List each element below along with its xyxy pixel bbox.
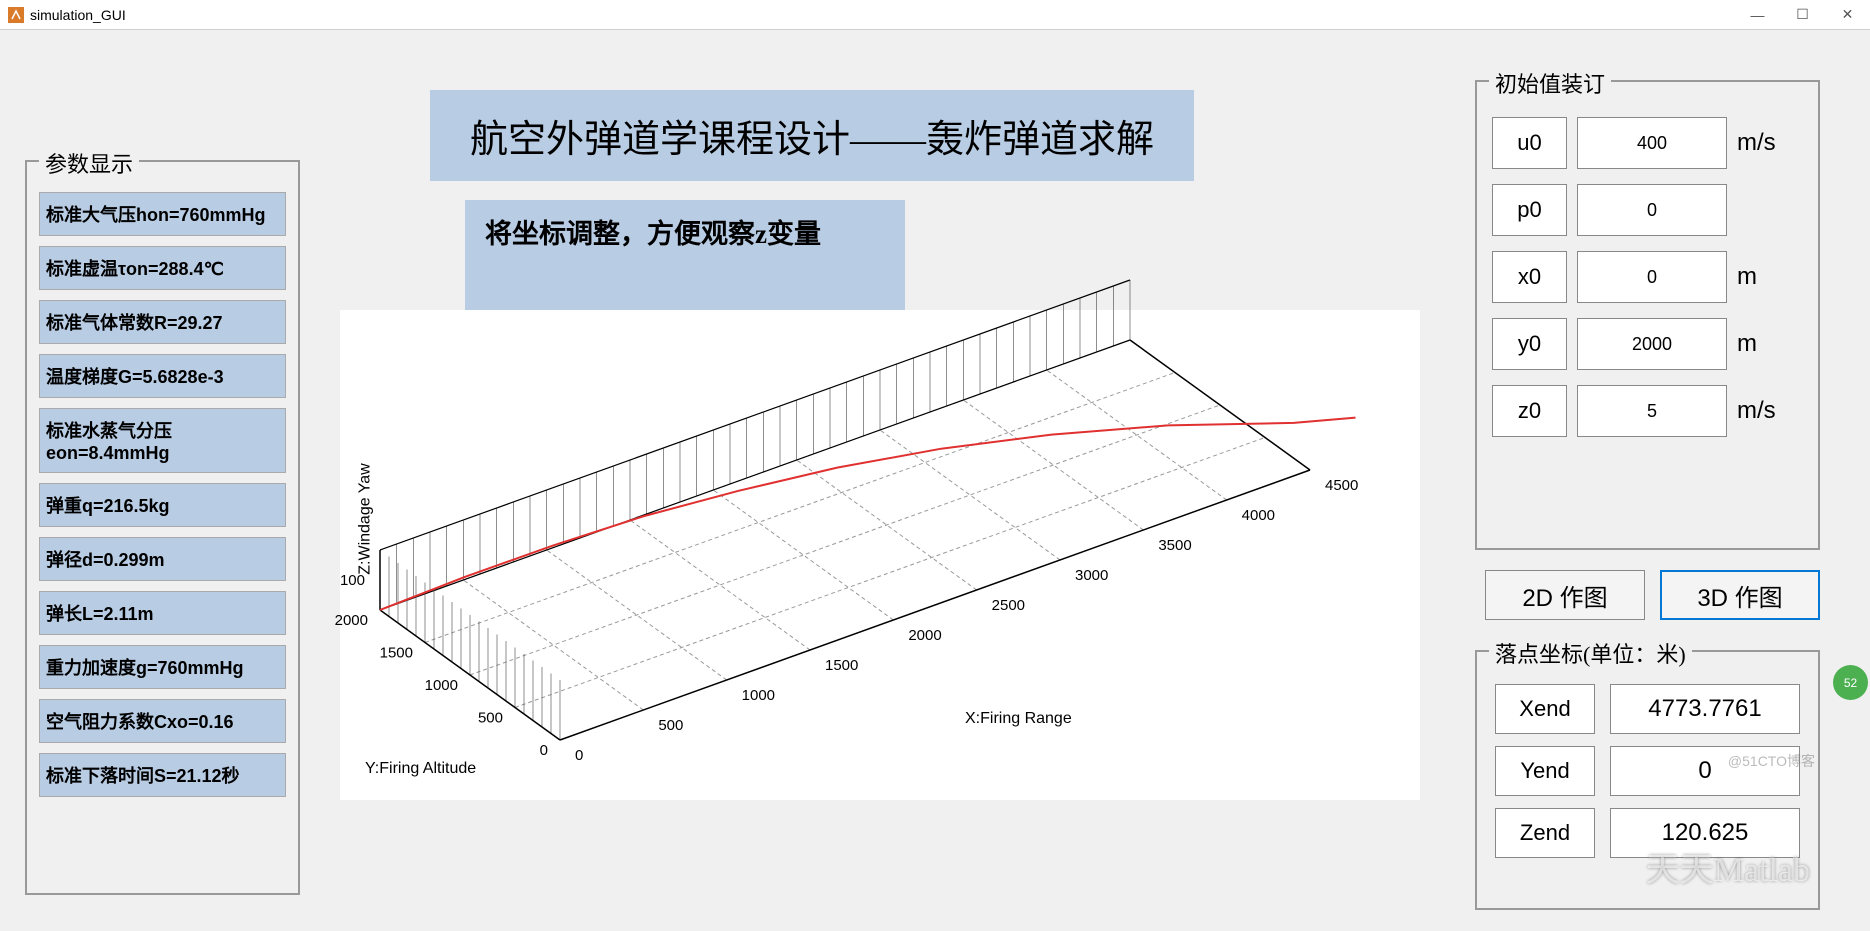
parameter-item: 空气阻力系数Cxo=0.16 [39,699,286,743]
svg-text:1500: 1500 [380,645,413,662]
parameter-panel: 参数显示 标准大气压hon=760mmHg标准虚温τon=288.4℃标准气体常… [25,160,300,895]
landing-coord-label: Zend [1495,808,1595,858]
trajectory-3d-plot[interactable]: 0 500 1000 1500 2000 2500 3000 3500 4000 4500 0 500… [340,310,1420,800]
parameter-item: 标准大气压hon=760mmHg [39,192,286,236]
svg-text:4500: 4500 [1325,477,1358,494]
initial-value-row: z0 m/s [1492,385,1803,437]
svg-text:0: 0 [575,747,583,764]
page-subtitle: 将坐标调整，方便观察z变量 [465,200,905,311]
parameter-item: 弹长L=2.11m [39,591,286,635]
svg-text:3500: 3500 [1158,537,1191,554]
initial-values-panel: 初始值装订 u0m/sp0x0my0mz0m/s [1475,80,1820,550]
main-content: 航空外弹道学课程设计——轰炸弹道求解 将坐标调整，方便观察z变量 参数显示 标准… [0,30,1870,931]
svg-text:500: 500 [478,710,503,727]
minimize-button[interactable]: — [1735,0,1780,30]
parameter-item: 重力加速度g=760mmHg [39,645,286,689]
matlab-icon [8,7,24,23]
parameter-item: 标准气体常数R=29.27 [39,300,286,344]
parameter-item: 标准水蒸气分压eon=8.4mmHg [39,408,286,473]
initial-value-label: y0 [1492,318,1567,370]
page-title: 航空外弹道学课程设计——轰炸弹道求解 [430,90,1194,181]
svg-text:1500: 1500 [825,657,858,674]
initial-value-unit: m/s [1737,129,1787,157]
plot-2d-button[interactable]: 2D 作图 [1485,570,1645,620]
initial-value-row: u0 m/s [1492,117,1803,169]
initial-value-input[interactable] [1577,117,1727,169]
close-button[interactable]: ✕ [1825,0,1870,30]
y-axis-label: Y:Firing Altitude [365,760,476,778]
initial-value-unit: m/s [1737,397,1787,425]
svg-text:4000: 4000 [1242,507,1275,524]
initial-value-label: p0 [1492,184,1567,236]
plot-3d-button[interactable]: 3D 作图 [1660,570,1820,620]
svg-text:3000: 3000 [1075,567,1108,584]
plot-buttons-row: 2D 作图 3D 作图 [1485,570,1820,620]
landing-coord-row: Xend 4773.7761 [1495,684,1800,734]
initial-value-label: z0 [1492,385,1567,437]
svg-text:500: 500 [658,717,683,734]
svg-text:2500: 2500 [992,597,1025,614]
initial-value-unit: m [1737,263,1787,291]
svg-text:1000: 1000 [742,687,775,704]
svg-text:2000: 2000 [908,627,941,644]
x-axis-label: X:Firing Range [965,710,1072,728]
svg-text:2000: 2000 [335,612,368,629]
landing-coord-label: Xend [1495,684,1595,734]
parameter-item: 弹重q=216.5kg [39,483,286,527]
initial-value-unit: m [1737,330,1787,358]
landing-coords-title: 落点坐标(单位：米) [1489,637,1692,669]
window-title: simulation_GUI [30,7,126,23]
initial-value-input[interactable] [1577,385,1727,437]
initial-value-label: x0 [1492,251,1567,303]
initial-value-row: p0 [1492,184,1803,236]
initial-value-row: x0 m [1492,251,1803,303]
landing-coord-value: 4773.7761 [1610,684,1800,734]
parameter-panel-title: 参数显示 [39,147,139,179]
watermark-text: 天天Matlab [1646,842,1810,891]
initial-value-row: y0 m [1492,318,1803,370]
parameter-item: 标准虚温τon=288.4℃ [39,246,286,290]
green-badge[interactable]: 52 [1833,665,1868,700]
maximize-button[interactable]: ☐ [1780,0,1825,30]
parameter-item: 温度梯度G=5.6828e-3 [39,354,286,398]
initial-values-title: 初始值装订 [1489,67,1611,99]
initial-value-input[interactable] [1577,251,1727,303]
initial-value-input[interactable] [1577,318,1727,370]
window-title-bar: simulation_GUI — ☐ ✕ [0,0,1870,30]
parameter-item: 标准下落时间S=21.12秒 [39,753,286,797]
window-controls: — ☐ ✕ [1735,0,1870,30]
watermark-small-text: @51CTO博客 [1728,751,1815,771]
z-axis-label: Z:Windage Yaw [357,463,375,574]
initial-value-input[interactable] [1577,184,1727,236]
landing-coord-label: Yend [1495,746,1595,796]
parameter-item: 弹径d=0.299m [39,537,286,581]
svg-text:1000: 1000 [425,677,458,694]
svg-text:0: 0 [540,742,548,759]
initial-value-label: u0 [1492,117,1567,169]
